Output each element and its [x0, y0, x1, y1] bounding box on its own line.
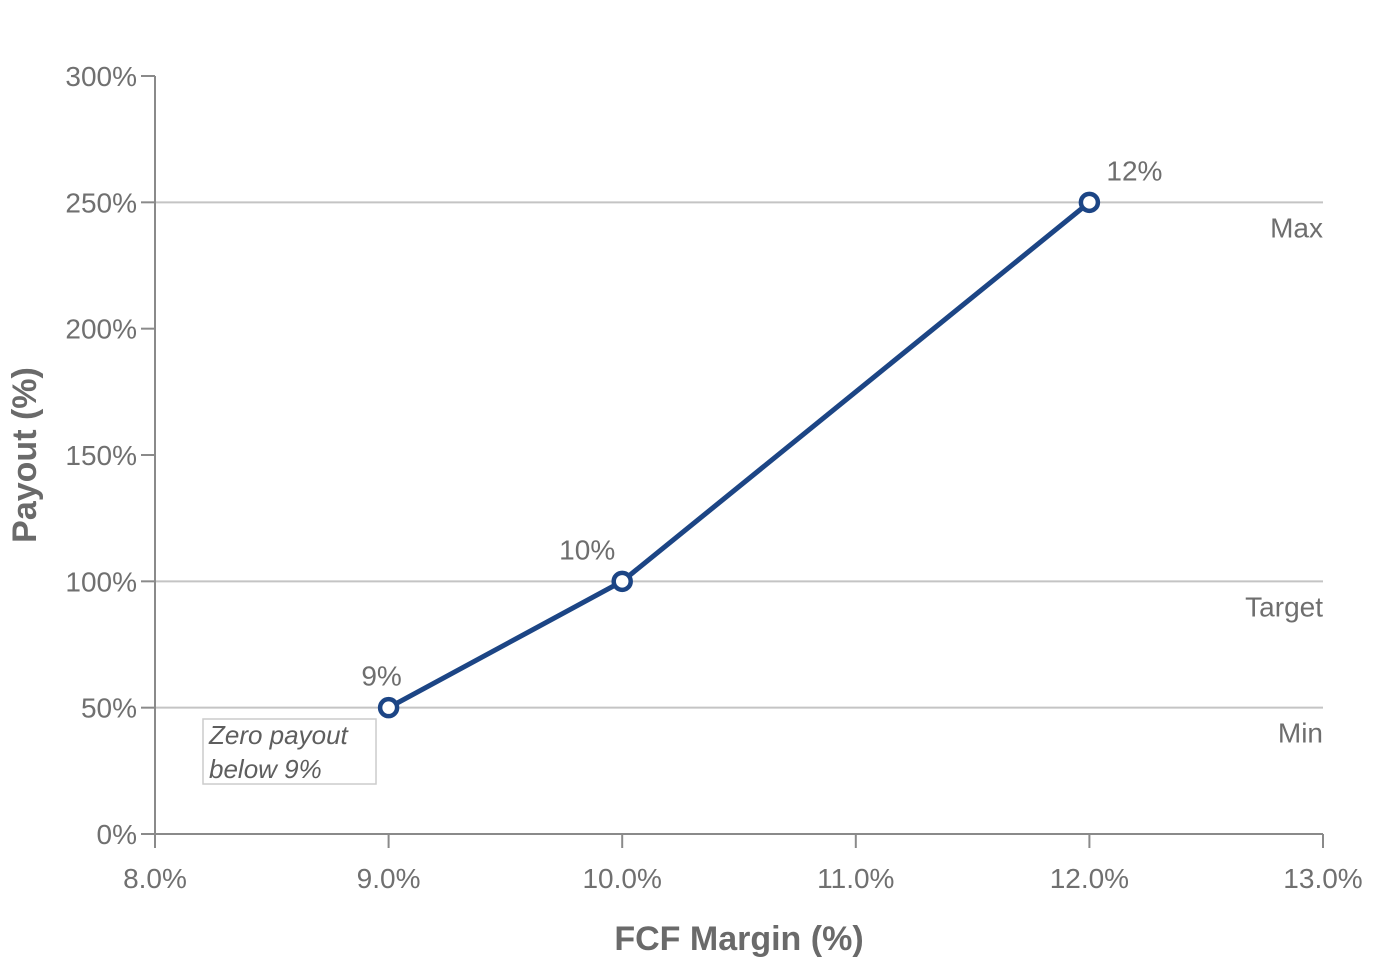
- x-tick-label: 13.0%: [1283, 863, 1362, 894]
- data-point: [611, 570, 633, 593]
- reference-label-target: Target: [1245, 591, 1323, 622]
- reference-label-max: Max: [1270, 212, 1323, 243]
- series-line: [387, 200, 1091, 710]
- x-tick-label: 11.0%: [817, 863, 894, 894]
- x-axis-title: FCF Margin (%): [614, 920, 863, 958]
- x-tick-label: 9.0%: [357, 863, 421, 894]
- y-tick-label: 0%: [97, 819, 137, 850]
- y-axis-title: Payout (%): [6, 367, 44, 543]
- y-tick-label: 250%: [65, 187, 137, 218]
- x-tick-label: 12.0%: [1050, 863, 1129, 894]
- data-point-label: 9%: [361, 661, 401, 692]
- axes: 0% 50% 100% 150% 200% 250% 300% 8.0% 9.0% 10.0% 11…: [65, 61, 1362, 894]
- data-point-label: 10%: [559, 534, 615, 565]
- reference-lines: Max Target Min: [155, 201, 1323, 749]
- annotation-box: [202, 718, 377, 785]
- y-tick-label: 300%: [65, 61, 137, 92]
- y-tick-label: 50%: [81, 693, 137, 724]
- axis-titles: FCF Margin (%) Payout (%): [6, 367, 864, 958]
- data-point-label: 12%: [1106, 155, 1162, 186]
- annotation-text: Zero payout: [208, 720, 350, 750]
- x-tick-label: 10.0%: [582, 863, 661, 894]
- x-tick-label: 8.0%: [123, 863, 187, 894]
- series: 9% 10% 12%: [361, 155, 1162, 719]
- data-point: [377, 696, 400, 719]
- annotation-text: below 9%: [209, 754, 322, 784]
- data-point: [1078, 191, 1101, 214]
- y-tick-label: 200%: [65, 314, 137, 345]
- y-tick-label: 100%: [65, 566, 137, 597]
- annotation: Zero payout below 9%: [202, 718, 377, 785]
- y-tick-label: 150%: [65, 440, 137, 471]
- reference-label-min: Min: [1278, 718, 1323, 749]
